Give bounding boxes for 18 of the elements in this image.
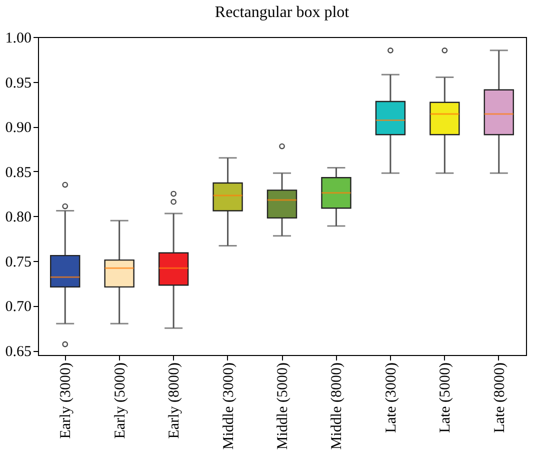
x-tick-label: Late (8000) bbox=[492, 362, 508, 433]
chart-title: Rectangular box plot bbox=[214, 4, 350, 21]
x-tick-label: Middle (8000) bbox=[329, 362, 346, 450]
y-tick-label: 0.75 bbox=[5, 254, 32, 270]
x-tick-label: Late (5000) bbox=[438, 362, 454, 433]
x-tick-label: Early (5000) bbox=[112, 362, 128, 439]
x-tick-label: Middle (5000) bbox=[275, 362, 291, 450]
x-tick-label: Early (3000) bbox=[58, 362, 74, 439]
y-tick-label: 1.00 bbox=[5, 30, 32, 46]
y-tick-label: 0.95 bbox=[5, 75, 32, 92]
y-tick-label: 0.70 bbox=[5, 299, 32, 316]
y-tick-label: 0.65 bbox=[5, 344, 32, 360]
y-tick-label: 0.90 bbox=[5, 120, 32, 136]
y-tick-label: 0.80 bbox=[5, 210, 32, 226]
x-tick-label: Early (8000) bbox=[166, 362, 183, 439]
y-tick-label: 0.85 bbox=[5, 164, 32, 181]
x-tick-label: Middle (3000) bbox=[220, 362, 237, 450]
x-tick-label: Late (3000) bbox=[383, 362, 400, 433]
